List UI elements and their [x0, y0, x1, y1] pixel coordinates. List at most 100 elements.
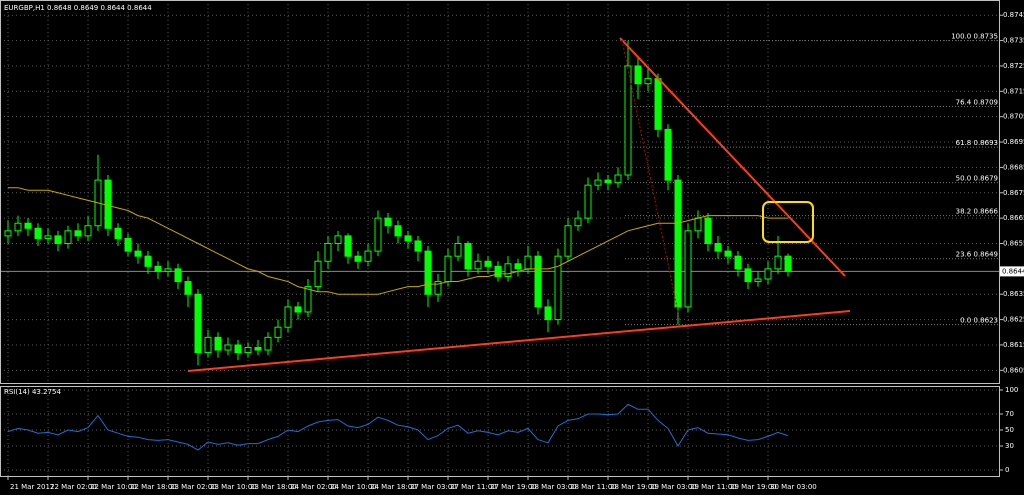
candle-body	[204, 336, 212, 354]
candle-body	[684, 230, 692, 308]
candle-body	[584, 184, 592, 219]
x-tick-label: 29 Mar 19:00	[730, 483, 777, 491]
resistance-trendline	[619, 37, 846, 277]
y-tick-label: 0.8635	[1003, 290, 1024, 298]
candle-body	[284, 306, 292, 328]
fibonacci-label: 76.4 0.8709	[956, 99, 998, 107]
candle-body	[474, 260, 482, 270]
candle-body	[34, 227, 42, 239]
current-price-label: 0.8644	[1002, 267, 1024, 275]
candle-body	[14, 222, 22, 232]
fibonacci-ratio: 100.0	[951, 33, 971, 41]
rsi-y-tick-label: 100	[1005, 386, 1018, 394]
x-tick-label: 24 Mar 18:00	[370, 483, 417, 491]
candle-body	[374, 217, 382, 252]
x-tick-label: 22 Mar 02:00	[50, 483, 97, 491]
rsi-title: RSI(14) 43.2754	[4, 388, 61, 396]
x-tick-label: 23 Mar 10:00	[210, 483, 257, 491]
candle-body	[344, 235, 352, 257]
x-tick-label: 22 Mar 10:00	[90, 483, 137, 491]
candle-body	[274, 326, 282, 338]
fibonacci-ratio: 61.8	[956, 139, 972, 147]
x-tick-label: 28 Mar 11:00	[570, 483, 617, 491]
candle-body	[704, 217, 712, 244]
candle-body	[724, 250, 732, 257]
highlight-box	[762, 201, 814, 243]
fibonacci-label: 38.2 0.8666	[956, 208, 999, 216]
candle-body	[594, 179, 602, 186]
candle-body	[634, 65, 642, 85]
rsi-panel-frame	[0, 386, 1000, 477]
candle-body	[494, 265, 502, 277]
candle-body	[564, 225, 572, 257]
candle-body	[624, 65, 632, 176]
fibonacci-price: 0.8735	[974, 33, 999, 41]
x-tick-label: 22 Mar 18:00	[130, 483, 177, 491]
x-tick-label: 28 Mar 03:00	[530, 483, 577, 491]
candle-body	[744, 268, 752, 283]
candle-body	[44, 235, 52, 239]
fibonacci-ratio: 23.6	[956, 251, 972, 259]
candle-body	[194, 293, 202, 354]
candle-body	[324, 242, 332, 262]
current-price-box	[1000, 266, 1024, 277]
candle-body	[774, 255, 782, 270]
candle-body	[24, 222, 32, 229]
candle-body	[614, 174, 622, 184]
y-tick-label: 0.8665	[1003, 214, 1024, 222]
candle-body	[84, 225, 92, 237]
fibonacci-ratio: 76.4	[956, 99, 972, 107]
rsi-y-tick-label: 70	[1005, 410, 1014, 418]
candle-body	[554, 255, 562, 321]
grid	[0, 0, 1000, 476]
fibonacci-ratio: 38.2	[956, 208, 972, 216]
rsi-y-tick-label: 0	[1005, 466, 1009, 474]
support-trendline	[187, 310, 851, 372]
candle-body	[174, 268, 182, 283]
candle-body	[784, 255, 792, 272]
x-tick-label: 29 Mar 03:00	[650, 483, 697, 491]
candle-body	[654, 78, 662, 130]
candle-body	[304, 286, 312, 313]
candle-body	[294, 306, 302, 313]
candle-body	[734, 255, 742, 270]
main-panel-frame	[0, 0, 1000, 384]
candle-body	[64, 230, 72, 244]
candle-body	[764, 268, 772, 280]
candle-body	[224, 344, 232, 351]
candle-body	[264, 336, 272, 351]
candle-body	[674, 179, 682, 308]
fibonacci-label: 23.6 0.8649	[956, 251, 998, 259]
y-tick-label: 0.8745	[1003, 11, 1024, 19]
y-tick-label: 0.8685	[1003, 163, 1024, 171]
fibonacci-label: 0.0 0.8623	[960, 317, 998, 325]
fibonacci-price: 0.8693	[974, 139, 999, 147]
candle-body	[664, 128, 672, 181]
x-tick-label: 24 Mar 02:00	[290, 483, 337, 491]
rsi-line	[7, 403, 789, 451]
x-tick-label: 21 Mar 2017	[10, 483, 54, 491]
candle-body	[394, 225, 402, 237]
candle-body	[334, 235, 342, 244]
fibonacci-price: 0.8709	[974, 99, 999, 107]
candle-body	[104, 179, 112, 229]
candle-body	[754, 278, 762, 283]
candle-body	[254, 346, 262, 351]
candle-body	[164, 268, 172, 272]
plot	[4, 40, 792, 451]
candle-body	[414, 240, 422, 252]
x-tick-label: 23 Mar 02:00	[170, 483, 217, 491]
candle-body	[604, 179, 612, 184]
rsi-y-tick-label: 30	[1005, 442, 1014, 450]
x-tick-label: 27 Mar 19:00	[490, 483, 537, 491]
candle-body	[514, 263, 522, 270]
x-tick-label: 24 Mar 10:00	[330, 483, 377, 491]
candle-body	[144, 255, 152, 267]
candle-body	[124, 237, 132, 252]
fibonacci-ratio: 0.0	[960, 317, 971, 325]
fibonacci-label: 100.0 0.8735	[951, 33, 998, 41]
candle-body	[154, 265, 162, 272]
candle-body	[694, 217, 702, 232]
